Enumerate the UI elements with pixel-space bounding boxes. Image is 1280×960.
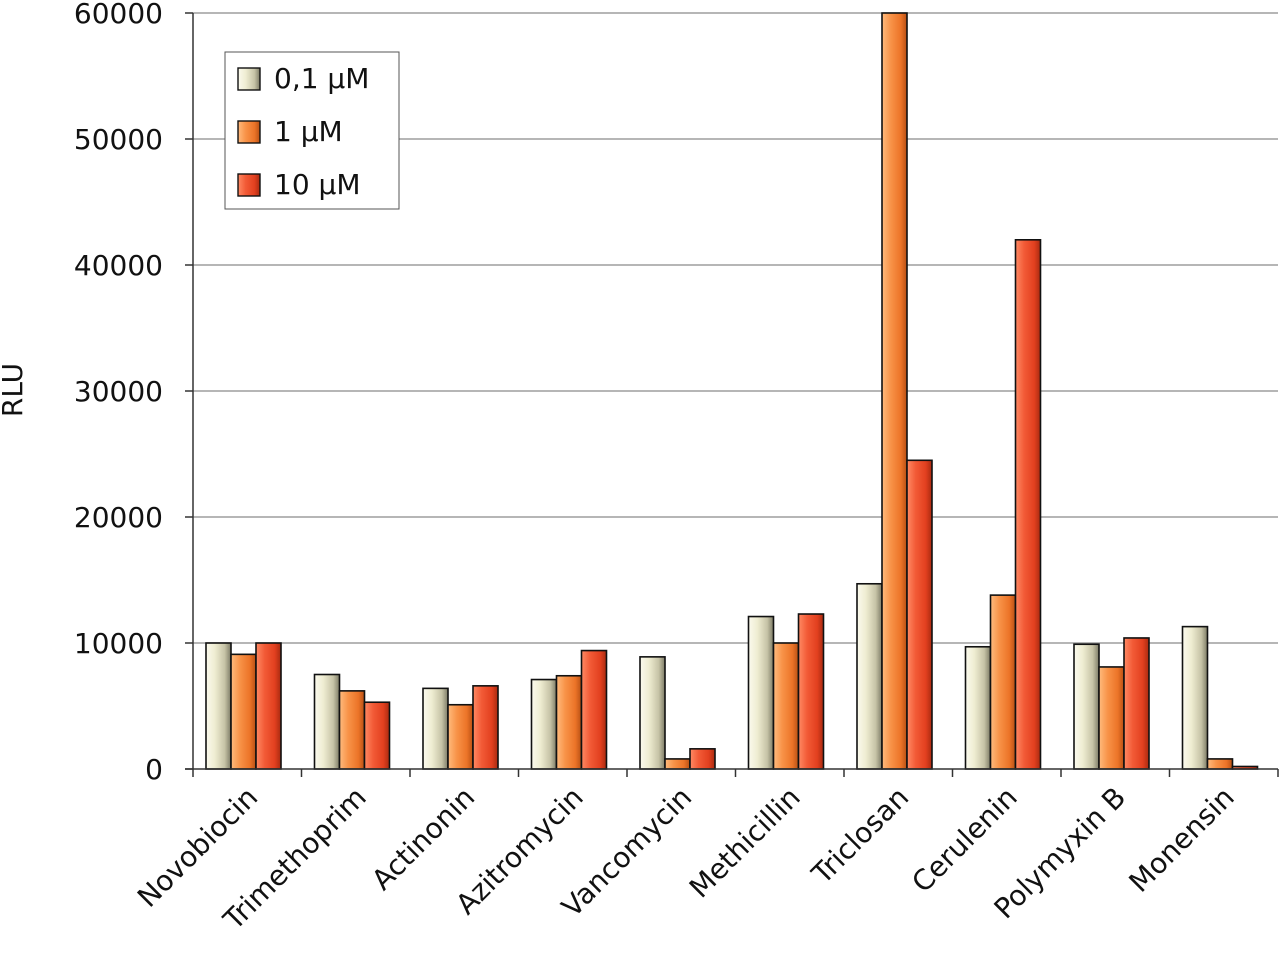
bar-cerulenin-series-2 [1014,239,1042,770]
legend-swatch [237,173,261,197]
bar-actinonin-series-1 [447,703,474,770]
y-tick-label: 40000 [74,249,163,282]
bar-trimethoprim-series-2 [363,701,391,770]
bar-actinonin-series-2 [472,685,499,770]
x-category-label: Monensin [1123,781,1241,899]
bar-novobiocin-series-0 [205,642,232,770]
bar-novobiocin-series-2 [255,642,282,770]
legend-label: 1 µM [274,115,343,148]
bar-azitromycin-series-2 [580,649,608,770]
bar-polymyxin-b-series-0 [1073,643,1100,770]
y-tick-label: 10000 [74,627,163,660]
y-axis-title: RLU [0,363,29,417]
bar-triclosan-series-0 [856,582,883,770]
bar-azitromycin-series-0 [530,678,558,770]
x-category-label: Actinonin [365,781,481,897]
y-tick-label: 60000 [74,0,163,30]
bar-methicillin-series-2 [797,613,825,770]
bar-vancomycin-series-1 [664,758,691,770]
legend-label: 10 µM [274,168,361,201]
x-category-label: Triclosan [805,781,915,891]
bar-polymyxin-b-series-1 [1098,666,1125,770]
bar-methicillin-series-0 [747,615,775,770]
legend-swatch [237,120,261,144]
bar-novobiocin-series-1 [230,653,257,770]
x-category-label: Methicillin [683,781,807,905]
x-category-label: Cerulenin [905,781,1023,899]
y-tick-label: 30000 [74,375,163,408]
x-category-labels: NovobiocinTrimethoprimActinoninAzitromyc… [131,781,1241,937]
bar-actinonin-series-0 [422,687,449,770]
y-tick-label: 0 [145,753,163,786]
bar-triclosan-series-2 [906,459,933,770]
bar-triclosan-series-1 [881,12,908,770]
bar-vancomycin-series-2 [689,748,716,770]
bar-cerulenin-series-0 [964,645,992,770]
legend-label: 0,1 µM [274,62,369,95]
bar-polymyxin-b-series-2 [1123,637,1150,770]
bar-monensin-series-1 [1206,758,1234,770]
y-tick-labels: 0 10000 20000 30000 40000 50000 60000 [74,0,193,786]
legend: 0,1 µM 1 µM 10 µM [224,51,400,210]
bar-methicillin-series-1 [772,642,800,770]
bar-trimethoprim-series-1 [338,690,366,770]
bar-vancomycin-series-0 [639,656,666,770]
legend-swatch [237,67,261,91]
bar-monensin-series-0 [1181,625,1209,770]
bar-cerulenin-series-1 [989,594,1017,770]
y-tick-label: 50000 [74,123,163,156]
bar-azitromycin-series-1 [555,674,583,770]
bar-trimethoprim-series-0 [313,673,341,770]
y-tick-label: 20000 [74,501,163,534]
